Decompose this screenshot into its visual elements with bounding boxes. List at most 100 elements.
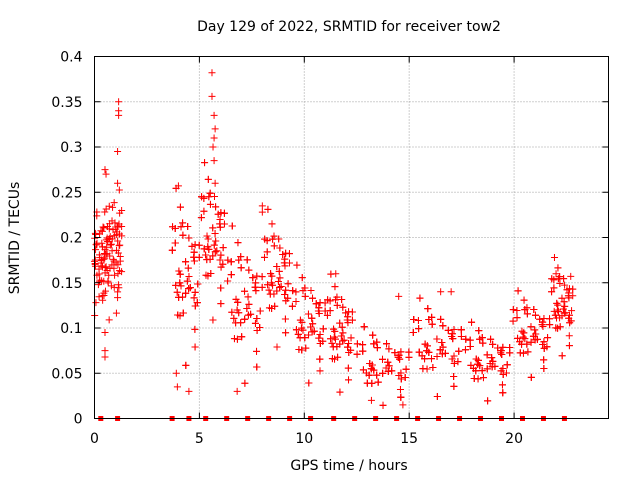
data-point (293, 261, 301, 269)
data-point (175, 267, 183, 275)
data-point (502, 369, 510, 377)
data-point (168, 246, 176, 254)
data-point (469, 364, 477, 372)
data-point (183, 277, 191, 285)
data-point (211, 230, 219, 238)
data-point (365, 371, 373, 379)
data-point (182, 258, 190, 266)
data-point (228, 308, 236, 316)
data-point (455, 347, 463, 355)
data-point (95, 293, 103, 301)
data-point (263, 237, 271, 245)
data-point (112, 309, 120, 317)
data-point (478, 367, 486, 375)
data-point (251, 319, 259, 327)
data-point (540, 344, 548, 352)
data-point (116, 209, 124, 217)
y-tick-label: 0.05 (51, 366, 82, 382)
data-point (330, 325, 338, 333)
data-point (448, 355, 456, 363)
data-point (114, 261, 122, 269)
data-point (409, 329, 417, 337)
data-point (115, 186, 123, 194)
data-point (206, 255, 214, 263)
data-point (106, 264, 114, 272)
data-point (100, 277, 108, 285)
data-point (424, 305, 432, 313)
data-point (338, 323, 346, 331)
data-point (550, 284, 558, 292)
data-point (436, 346, 444, 354)
data-point (499, 343, 507, 351)
data-point (211, 179, 219, 187)
data-point (98, 243, 106, 251)
data-point (174, 311, 182, 319)
data-point (276, 283, 284, 291)
data-point (336, 388, 344, 396)
data-point (556, 323, 564, 331)
data-point (217, 263, 225, 271)
data-point (182, 361, 190, 369)
data-point (116, 267, 124, 275)
data-point (450, 382, 458, 390)
data-point (282, 329, 290, 337)
data-point (110, 257, 118, 265)
data-point (105, 235, 113, 243)
data-point (479, 339, 487, 347)
y-tick-label: 0.25 (51, 185, 82, 201)
data-point (348, 316, 356, 324)
data-point (429, 363, 437, 371)
data-point (565, 311, 573, 319)
data-point (560, 298, 568, 306)
data-point (527, 373, 535, 381)
data-point (172, 281, 180, 289)
x-tick-label: 5 (195, 431, 204, 447)
data-point (97, 227, 105, 235)
data-point (450, 326, 458, 334)
data-point (179, 219, 187, 227)
data-point (177, 223, 185, 231)
data-point (191, 343, 199, 351)
data-point (113, 228, 121, 236)
data-point (253, 314, 261, 322)
data-point (348, 308, 356, 316)
data-point (101, 208, 109, 216)
data-point (280, 259, 288, 267)
data-point (437, 288, 445, 296)
data-point (191, 241, 199, 249)
data-point (530, 306, 538, 314)
data-point (212, 203, 220, 211)
data-point (105, 225, 113, 233)
data-point (503, 361, 511, 369)
data-point (107, 240, 115, 248)
data-point (308, 314, 316, 322)
data-point (568, 307, 576, 315)
data-point (208, 69, 216, 77)
data-point (519, 333, 527, 341)
data-point (405, 348, 413, 356)
data-point (509, 317, 517, 325)
data-point (230, 314, 238, 322)
data-point (302, 344, 310, 352)
data-point (567, 272, 575, 280)
data-point (472, 355, 480, 363)
data-point (285, 250, 293, 258)
data-point (331, 335, 339, 343)
data-point (114, 148, 122, 156)
data-point (211, 248, 219, 256)
data-point (415, 325, 423, 333)
data-point (319, 325, 327, 333)
data-point (370, 340, 378, 348)
data-point (203, 232, 211, 240)
data-point (489, 340, 497, 348)
data-point (462, 335, 470, 343)
data-point (466, 343, 474, 351)
data-point (301, 284, 309, 292)
data-point (194, 280, 202, 288)
data-point (304, 310, 312, 318)
data-point (198, 193, 206, 201)
data-point (396, 385, 404, 393)
data-point (184, 264, 192, 272)
data-point (301, 292, 309, 300)
